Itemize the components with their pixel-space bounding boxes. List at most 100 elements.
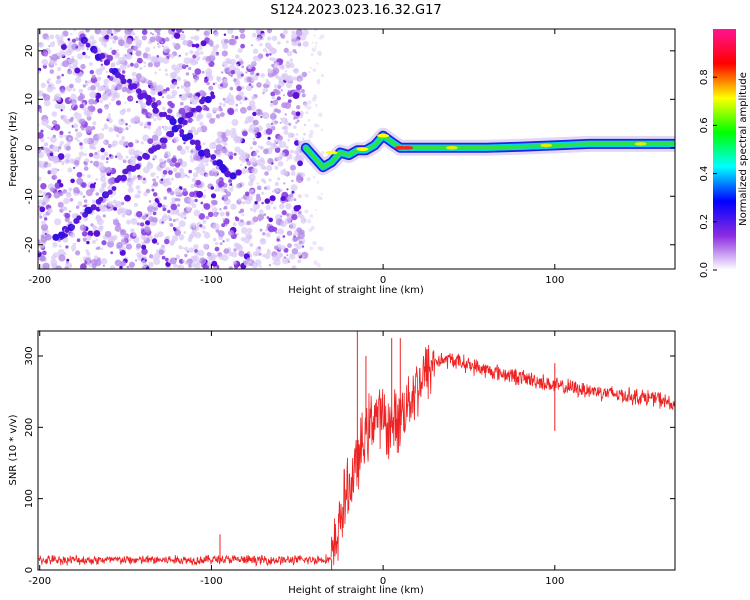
noise-speckle — [193, 225, 200, 232]
noise-speckle — [279, 203, 285, 210]
noise-speckle — [103, 78, 110, 85]
noise-speckle — [61, 73, 64, 77]
noise-speckle — [259, 209, 264, 214]
noise-speckle — [194, 167, 197, 170]
noise-speckle — [312, 68, 317, 72]
noise-speckle — [190, 126, 196, 132]
noise-speckle — [104, 34, 110, 40]
noise-speckle — [184, 246, 189, 251]
noise-speckle — [189, 50, 194, 55]
noise-speckle — [72, 102, 76, 106]
noise-speckle — [223, 33, 227, 36]
noise-speckle — [200, 166, 206, 172]
noise-speckle — [177, 198, 181, 202]
noise-speckle — [214, 149, 218, 154]
y-tick-label: -20 — [24, 237, 35, 253]
noise-speckle — [105, 70, 109, 74]
noise-speckle — [260, 115, 263, 119]
noise-speckle — [215, 165, 220, 170]
noise-speckle — [296, 119, 300, 123]
noise-speckle — [111, 205, 115, 208]
noise-speckle — [159, 158, 164, 163]
noise-speckle — [296, 155, 300, 160]
noise-speckle — [73, 106, 76, 110]
track-1-point — [131, 83, 138, 90]
noise-speckle — [62, 189, 68, 194]
noise-speckle — [200, 40, 207, 47]
noise-speckle — [41, 59, 49, 66]
track-1-point — [103, 59, 111, 66]
noise-speckle — [138, 86, 141, 89]
noise-speckle — [94, 81, 100, 88]
noise-speckle — [267, 225, 275, 233]
noise-speckle — [255, 149, 260, 154]
track-1-point — [169, 118, 177, 126]
noise-speckle — [219, 107, 223, 112]
noise-speckle — [296, 74, 304, 82]
noise-speckle — [139, 66, 143, 70]
noise-speckle — [84, 55, 88, 59]
noise-speckle — [68, 49, 72, 54]
noise-speckle — [101, 240, 107, 246]
track-1-point — [204, 151, 211, 158]
noise-speckle — [256, 182, 259, 185]
noise-speckle — [192, 172, 199, 178]
noise-speckle — [46, 36, 50, 41]
noise-speckle — [281, 210, 287, 216]
noise-speckle — [177, 212, 181, 217]
noise-speckle — [134, 153, 137, 156]
noise-speckle — [186, 261, 190, 265]
noise-speckle — [224, 129, 232, 136]
noise-speckle — [296, 175, 304, 183]
noise-speckle — [71, 59, 79, 66]
noise-speckle — [243, 259, 251, 267]
noise-speckle — [190, 41, 193, 44]
noise-speckle — [135, 185, 141, 190]
track-2-point — [176, 124, 183, 130]
noise-speckle — [259, 43, 263, 47]
noise-speckle — [110, 251, 114, 255]
noise-speckle — [233, 78, 237, 82]
noise-speckle — [75, 37, 80, 41]
noise-speckle — [275, 231, 278, 234]
noise-speckle — [49, 69, 55, 74]
noise-speckle — [65, 145, 71, 151]
track-2-point — [187, 111, 194, 118]
track-2-point — [137, 155, 143, 161]
noise-speckle — [169, 209, 175, 215]
track-2-point — [162, 137, 168, 144]
noise-speckle — [72, 249, 75, 252]
noise-speckle — [252, 48, 259, 54]
noise-speckle — [271, 35, 278, 41]
noise-speckle — [111, 143, 116, 148]
noise-speckle — [217, 230, 225, 238]
noise-speckle — [291, 190, 295, 194]
y-tick-label: 10 — [24, 93, 35, 106]
noise-speckle — [39, 164, 43, 168]
noise-speckle — [249, 146, 253, 150]
noise-speckle — [246, 169, 250, 173]
noise-speckle — [271, 119, 278, 126]
noise-speckle — [261, 201, 264, 205]
noise-speckle — [318, 112, 323, 118]
noise-speckle — [69, 118, 74, 123]
noise-speckle — [235, 183, 241, 189]
noise-speckle — [143, 191, 148, 197]
noise-speckle — [90, 160, 93, 164]
noise-speckle — [147, 80, 153, 86]
noise-speckle — [152, 209, 155, 212]
noise-speckle — [316, 263, 321, 268]
noise-speckle — [273, 206, 277, 210]
noise-speckle — [229, 151, 234, 156]
noise-speckle — [194, 198, 198, 203]
noise-speckle — [95, 247, 99, 250]
spectrogram-y-label: Frequency (Hz) — [8, 111, 19, 187]
noise-speckle — [291, 248, 299, 255]
noise-speckle — [191, 203, 197, 209]
noise-speckle — [95, 30, 98, 33]
noise-speckle — [125, 127, 129, 131]
noise-speckle — [93, 100, 98, 105]
noise-speckle — [63, 197, 70, 205]
noise-speckle — [179, 264, 182, 267]
noise-speckle — [79, 118, 86, 125]
